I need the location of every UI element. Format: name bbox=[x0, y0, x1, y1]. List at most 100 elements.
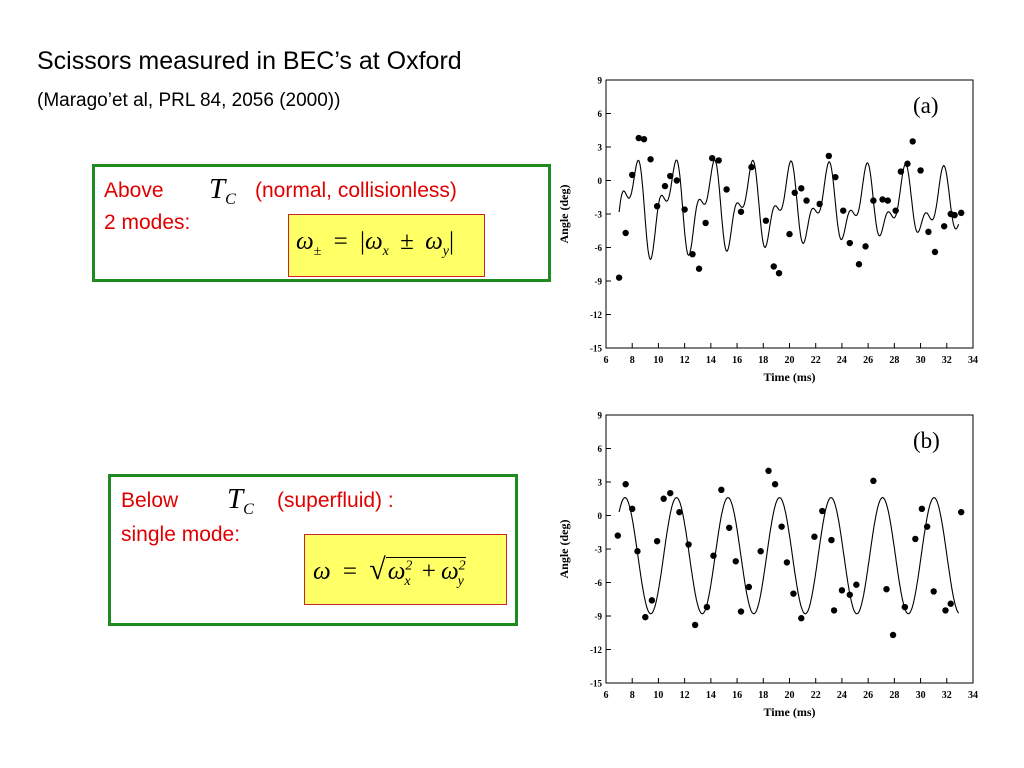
data-point bbox=[710, 552, 717, 559]
data-point bbox=[629, 505, 636, 512]
data-point bbox=[917, 167, 924, 174]
data-point bbox=[647, 156, 654, 163]
data-point bbox=[634, 548, 641, 555]
data-point bbox=[762, 217, 770, 224]
data-point bbox=[667, 489, 674, 497]
x-axis-label: Time (ms) bbox=[763, 370, 815, 384]
x-tick-label: 20 bbox=[785, 355, 795, 366]
data-point bbox=[862, 243, 869, 250]
x-tick-label: 8 bbox=[630, 355, 635, 366]
y-tick-label: 9 bbox=[598, 411, 603, 421]
y-tick-label: -9 bbox=[595, 612, 603, 622]
data-point bbox=[614, 532, 621, 539]
data-point bbox=[726, 524, 733, 531]
modes-label: single mode: bbox=[121, 523, 241, 546]
fit-curve bbox=[618, 497, 960, 615]
data-point bbox=[786, 230, 793, 238]
y-tick-label: -15 bbox=[590, 679, 602, 689]
data-point bbox=[931, 248, 939, 256]
x-tick-label: 20 bbox=[785, 690, 795, 701]
data-point bbox=[653, 537, 661, 545]
above-tc-box: Above TC (normal, collisionless) 2 modes… bbox=[92, 164, 551, 282]
data-point bbox=[889, 631, 897, 639]
data-point bbox=[958, 209, 965, 217]
data-point bbox=[770, 263, 777, 270]
data-point bbox=[723, 186, 730, 193]
x-tick-label: 28 bbox=[889, 690, 899, 701]
y-tick-label: 0 bbox=[598, 176, 603, 186]
data-point bbox=[901, 603, 909, 611]
slide-title: Scissors measured in BEC’s at Oxford bbox=[37, 47, 462, 75]
x-tick-label: 18 bbox=[758, 690, 768, 701]
data-point bbox=[853, 581, 860, 588]
data-point bbox=[640, 135, 648, 143]
x-tick-label: 22 bbox=[811, 355, 821, 366]
x-tick-label: 30 bbox=[916, 355, 926, 366]
data-point bbox=[748, 163, 755, 171]
data-point bbox=[791, 189, 798, 196]
below-tc-box: Below TC (superfluid) : single mode: ω =… bbox=[108, 474, 518, 626]
data-point bbox=[846, 591, 853, 598]
data-point bbox=[840, 207, 847, 214]
data-point bbox=[757, 548, 764, 555]
data-point bbox=[715, 157, 722, 164]
x-tick-label: 14 bbox=[706, 355, 716, 366]
x-tick-label: 18 bbox=[758, 355, 768, 366]
x-tick-label: 12 bbox=[680, 355, 690, 366]
data-point bbox=[790, 590, 797, 597]
data-point bbox=[830, 607, 838, 614]
x-tick-label: 6 bbox=[604, 355, 609, 366]
fit-curve bbox=[618, 159, 960, 261]
chart-b: 6 8 10 12 14 16 18 20 22 24 26 28 30 32 349630-3-6-9-1… bbox=[557, 411, 978, 720]
x-tick-label: 6 bbox=[604, 690, 609, 701]
x-tick-label: 8 bbox=[630, 690, 635, 701]
data-point bbox=[676, 508, 683, 516]
panel-label: (a) bbox=[913, 93, 939, 118]
data-point bbox=[884, 197, 892, 204]
data-point bbox=[897, 168, 905, 175]
data-point bbox=[930, 588, 937, 595]
data-point bbox=[653, 202, 661, 210]
x-tick-label: 32 bbox=[942, 355, 952, 366]
y-tick-label: -3 bbox=[595, 545, 603, 555]
data-point bbox=[855, 261, 863, 268]
data-point bbox=[904, 160, 911, 167]
y-tick-label: -6 bbox=[595, 243, 603, 253]
data-point bbox=[691, 621, 699, 629]
data-point bbox=[828, 536, 835, 544]
data-point bbox=[702, 219, 709, 227]
data-point bbox=[685, 541, 692, 548]
y-tick-label: -12 bbox=[590, 310, 602, 320]
y-tick-label: -15 bbox=[590, 344, 602, 354]
data-point bbox=[695, 265, 703, 272]
data-point bbox=[745, 583, 753, 591]
x-tick-label: 32 bbox=[942, 690, 952, 701]
data-point bbox=[870, 477, 877, 485]
data-point bbox=[870, 197, 877, 204]
data-point bbox=[940, 223, 948, 230]
y-tick-label: -3 bbox=[595, 210, 603, 220]
modes-label: 2 modes: bbox=[104, 211, 191, 234]
plot-frame bbox=[605, 79, 974, 349]
tc-symbol: TC bbox=[209, 173, 236, 208]
data-point bbox=[918, 505, 926, 512]
data-point bbox=[689, 251, 696, 258]
x-tick-label: 34 bbox=[968, 355, 978, 366]
below-label: Below bbox=[121, 489, 179, 512]
data-point bbox=[783, 559, 791, 566]
data-point bbox=[635, 134, 642, 142]
data-point bbox=[622, 229, 629, 237]
data-point bbox=[642, 613, 649, 621]
data-point bbox=[615, 274, 623, 281]
x-tick-label: 12 bbox=[680, 690, 690, 701]
two-mode-formula: ω± = |ωx ± ωy| bbox=[288, 214, 485, 277]
x-axis-label: Time (ms) bbox=[763, 705, 815, 719]
data-point bbox=[819, 507, 826, 515]
y-tick-label: 6 bbox=[598, 444, 603, 454]
above-label: Above bbox=[104, 179, 164, 202]
x-tick-label: 30 bbox=[916, 690, 926, 701]
data-point bbox=[629, 171, 636, 179]
x-tick-label: 16 bbox=[732, 690, 742, 701]
data-point bbox=[648, 597, 656, 604]
x-tick-label: 22 bbox=[811, 690, 821, 701]
